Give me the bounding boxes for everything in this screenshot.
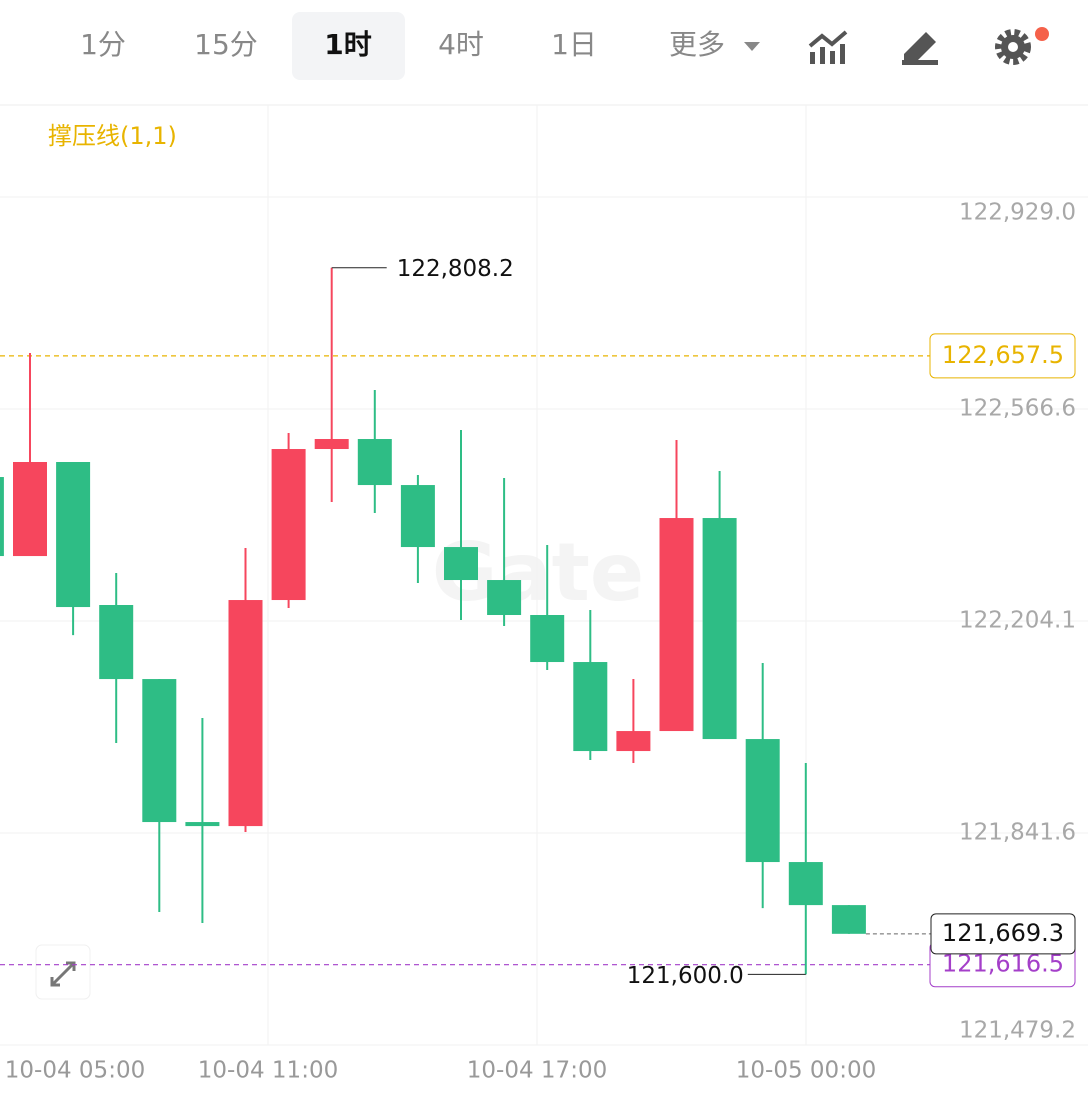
y-tick-label: 122,204.1 [959,608,1076,634]
tab[interactable]: 更多 [669,28,725,61]
last-price-label: 121,669.3 [942,919,1064,947]
selected-tab-bg [292,12,405,80]
draw-icon[interactable] [902,32,938,65]
candle-body [831,905,866,934]
y-tick-label: 122,929.0 [959,200,1076,226]
y-tick-label: 121,841.6 [959,820,1076,846]
x-tick-label: 10-05 00:00 [736,1058,876,1084]
low-marker-label: 121,600.0 [627,963,744,989]
high-marker-label: 122,808.2 [397,256,514,282]
candle-body [616,731,651,752]
candle-body [13,462,47,557]
last-price-box [930,913,1076,955]
x-tick-label: 10-04 11:00 [198,1058,338,1084]
settings-icon[interactable] [995,27,1049,65]
candle-body [0,477,4,557]
candle-body [228,600,263,827]
candle-body [314,439,349,450]
candle-body [702,518,737,740]
candle-body [185,822,220,827]
tab[interactable]: 1时 [324,28,371,61]
candle-body [357,439,392,486]
x-tick-label: 10-04 05:00 [5,1058,145,1084]
y-tick-label: 121,479.2 [959,1018,1076,1044]
resistance-box [929,333,1076,379]
candle-body [142,679,177,823]
tab[interactable]: 1日 [551,28,597,61]
candle-body [271,449,306,601]
candle-body [444,547,478,581]
resistance-label: 122,657.5 [942,341,1064,369]
indicator-label: 撑压线(1,1) [48,122,177,150]
tab[interactable]: 1分 [80,28,126,61]
tab[interactable]: 4时 [438,28,484,61]
support-label: 121,616.5 [942,950,1064,978]
y-tick-label: 122,566.6 [959,396,1076,422]
x-tick-label: 10-04 17:00 [467,1058,607,1084]
candle-body [745,739,780,863]
expand-button[interactable] [35,944,91,1000]
candle-body [659,518,694,732]
candle-body [99,605,134,680]
candle-body [487,580,522,616]
candle-body [56,462,91,608]
candle-body [400,485,435,548]
candle-body [530,615,565,663]
more-caret[interactable] [744,42,760,51]
tab[interactable]: 15分 [194,28,258,61]
indicator-icon[interactable] [808,30,848,64]
candle-body [573,662,608,752]
candle-body [788,862,823,906]
